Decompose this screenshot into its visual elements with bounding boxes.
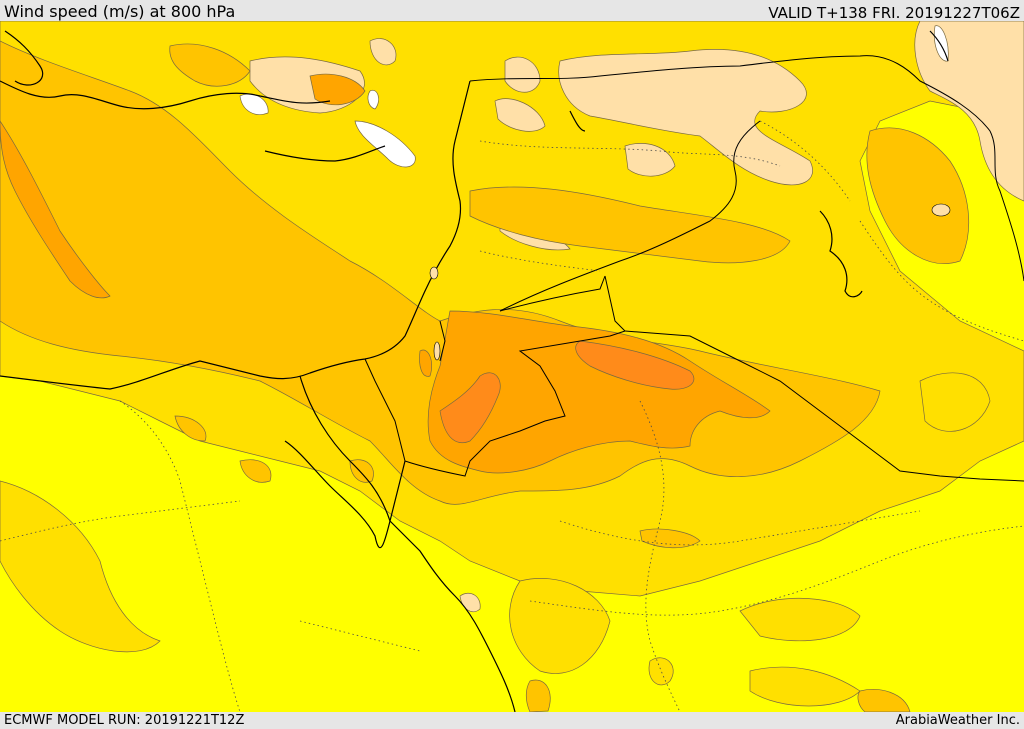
borders	[364, 55, 1024, 482]
band-max	[439, 340, 695, 443]
model-run-label: ECMWF MODEL RUN: 20191221T12Z	[4, 713, 245, 728]
valid-time: VALID T+138 FRI. 20191227T06Z	[768, 4, 1020, 22]
footer-bar: ECMWF MODEL RUN: 20191221T12Z ArabiaWeat…	[0, 712, 1024, 729]
province-lines	[0, 120, 1024, 712]
band-weak	[249, 21, 1024, 613]
coastlines	[0, 30, 949, 712]
weather-map	[0, 21, 1024, 712]
header-bar: Wind speed (m/s) at 800 hPa VALID T+138 …	[0, 0, 1024, 21]
small-features	[429, 203, 951, 361]
map-title: Wind speed (m/s) at 800 hPa	[4, 2, 236, 21]
wind-speed-field	[0, 21, 1024, 712]
band-strong	[0, 73, 771, 474]
credit-label: ArabiaWeather Inc.	[895, 713, 1020, 728]
